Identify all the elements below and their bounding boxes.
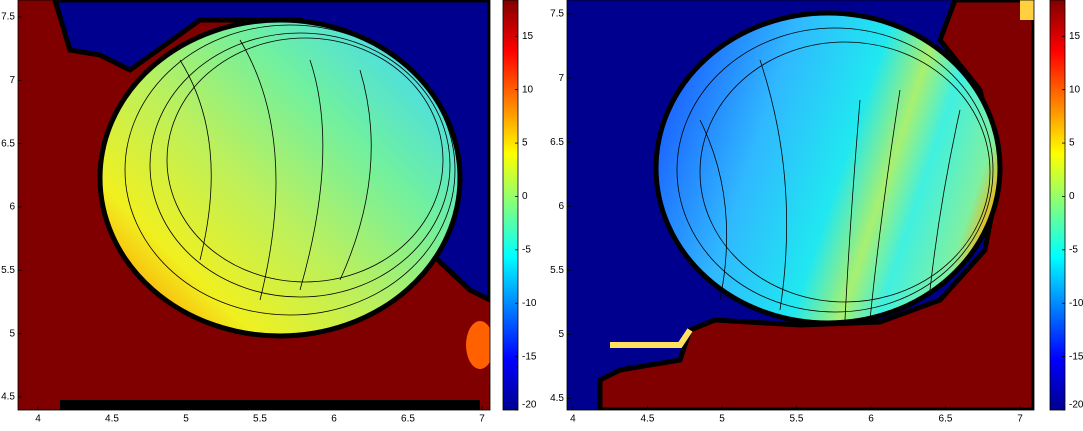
x-tick-label: 4.5 (641, 414, 655, 425)
colorbar-tick-label: 5 (522, 138, 528, 149)
x-tick-label: 7 (1017, 414, 1023, 425)
y-tick-label: 5 (9, 328, 15, 339)
contour-field (18, 0, 490, 410)
x-tick-label: 6.5 (939, 414, 953, 425)
x-tick-label: 6 (331, 414, 337, 425)
colorbar-tick-label: 10 (1069, 84, 1081, 95)
y-tick-label: 5 (558, 329, 564, 340)
colorbar-tick-label: -5 (522, 244, 531, 255)
y-tick-label: 7.5 (550, 9, 564, 20)
x-tick-label: 6.5 (401, 414, 415, 425)
colorbar-tick-label: -20 (522, 400, 537, 411)
x-tick-label: 6 (868, 414, 874, 425)
y-tick-label: 7.5 (1, 12, 15, 23)
y-tick-label: 5.5 (1, 265, 15, 276)
colorbar-tick-label: 15 (1069, 31, 1081, 42)
x-tick-label: 5.5 (253, 414, 267, 425)
colorbar-tick-label: 5 (1069, 138, 1075, 149)
y-tick-label: 4.5 (550, 393, 564, 404)
y-tick-label: 6.5 (550, 137, 564, 148)
x-tick-label: 5 (719, 414, 725, 425)
colorbar-tick-label: 0 (522, 191, 528, 202)
y-tick-label: 6 (9, 202, 15, 213)
x-tick-label: 5.5 (790, 414, 804, 425)
colorbar-tick-label: -10 (1069, 298, 1083, 309)
colorbar-tick-label: -10 (522, 298, 537, 309)
y-tick-label: 5.5 (550, 265, 564, 276)
colorbar-tick-label: -5 (1069, 244, 1078, 255)
y-tick-label: 4.5 (1, 392, 15, 403)
x-tick-label: 4 (35, 414, 41, 425)
contour-field (567, 0, 1034, 410)
colorbar-tick-label: 15 (522, 31, 534, 42)
x-tick-label: 5 (183, 414, 189, 425)
colorbar-tick-label: 0 (1069, 191, 1075, 202)
colorbar-tick-label: 10 (522, 84, 534, 95)
colorbar (502, 0, 519, 411)
y-tick-label: 7 (9, 75, 15, 86)
colorbar (1049, 0, 1066, 411)
colorbar-tick-label: -15 (1069, 351, 1083, 362)
x-tick-label: 4 (570, 414, 576, 425)
colorbar-tick-label: -15 (522, 351, 537, 362)
colorbar-tick-label: -20 (1069, 400, 1083, 411)
y-tick-label: 6 (558, 201, 564, 212)
x-tick-label: 4.5 (105, 414, 119, 425)
x-tick-label: 7 (479, 414, 485, 425)
y-tick-label: 7 (558, 73, 564, 84)
y-tick-label: 6.5 (1, 138, 15, 149)
